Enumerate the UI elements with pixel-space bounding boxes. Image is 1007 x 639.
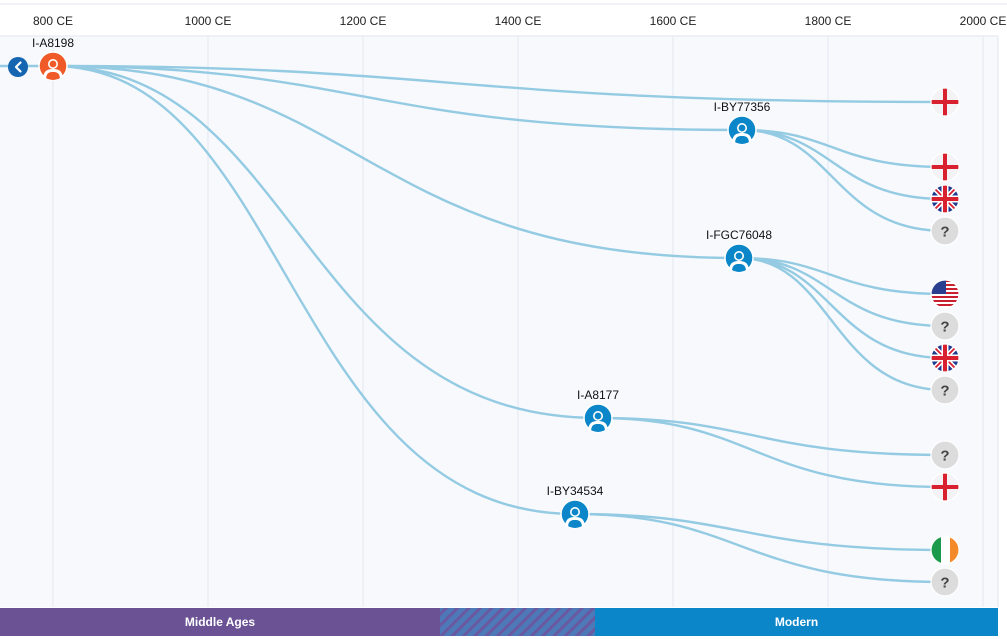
england-flag-icon[interactable] bbox=[930, 472, 960, 502]
node-label: I-FGC76048 bbox=[706, 228, 772, 242]
uk-flag-icon[interactable] bbox=[930, 184, 960, 214]
tree-branch bbox=[573, 512, 947, 552]
tree-branch bbox=[573, 512, 947, 584]
unknown-label: ? bbox=[940, 383, 949, 400]
axis-tick-label: 2000 CE bbox=[960, 14, 1007, 28]
tree-branch bbox=[737, 256, 947, 328]
person-icon bbox=[588, 411, 608, 432]
axis-tick-label: 1400 CE bbox=[495, 14, 542, 28]
unknown-icon[interactable]: ? bbox=[930, 216, 960, 246]
node-root[interactable]: I-A8198 bbox=[32, 36, 74, 81]
person-icon bbox=[729, 251, 749, 272]
node-by34534[interactable]: I-BY34534 bbox=[547, 484, 604, 529]
node-label: I-A8177 bbox=[577, 388, 619, 402]
back-button[interactable] bbox=[8, 57, 28, 77]
era-label: Middle Ages bbox=[185, 615, 256, 629]
tree-branch bbox=[51, 64, 600, 420]
unknown-label: ? bbox=[940, 575, 949, 592]
node-label: I-BY77356 bbox=[714, 100, 771, 114]
axis-tick-label: 1800 CE bbox=[805, 14, 852, 28]
uk-flag-icon[interactable] bbox=[930, 343, 960, 373]
person-icon bbox=[43, 59, 63, 80]
era-label: Modern bbox=[775, 615, 818, 629]
node-a8177[interactable]: I-A8177 bbox=[577, 388, 619, 433]
tree-branch bbox=[737, 256, 947, 392]
era-middle-ages: Middle Ages bbox=[0, 608, 440, 636]
england-flag-icon[interactable] bbox=[930, 152, 960, 182]
axis-tick-label: 1600 CE bbox=[650, 14, 697, 28]
axis-tick-label: 1000 CE bbox=[185, 14, 232, 28]
tree-branch bbox=[51, 64, 947, 104]
tree-branch bbox=[51, 64, 744, 132]
tree-branch bbox=[737, 256, 947, 360]
ireland-flag-icon[interactable] bbox=[930, 535, 960, 565]
node-label: I-BY34534 bbox=[547, 484, 604, 498]
unknown-icon[interactable]: ? bbox=[930, 375, 960, 405]
node-label: I-A8198 bbox=[32, 36, 74, 50]
tree-branch bbox=[740, 128, 947, 233]
chevron-left-icon bbox=[14, 61, 22, 73]
unknown-label: ? bbox=[940, 448, 949, 465]
unknown-icon[interactable]: ? bbox=[930, 311, 960, 341]
tree-branch bbox=[737, 256, 947, 296]
tree-branch bbox=[596, 416, 947, 489]
era-modern: Modern bbox=[595, 608, 998, 636]
unknown-label: ? bbox=[940, 224, 949, 241]
node-by77356[interactable]: I-BY77356 bbox=[714, 100, 771, 145]
tree-branch bbox=[596, 416, 947, 457]
england-flag-icon[interactable] bbox=[930, 87, 960, 117]
axis-tick-label: 1200 CE bbox=[340, 14, 387, 28]
era-transition bbox=[440, 608, 595, 636]
tree-branch bbox=[51, 64, 741, 260]
unknown-icon[interactable]: ? bbox=[930, 567, 960, 597]
tree-branch bbox=[740, 128, 947, 169]
unknown-label: ? bbox=[940, 319, 949, 336]
tree-branch bbox=[51, 64, 577, 516]
usa-flag-icon[interactable] bbox=[930, 279, 960, 309]
tree-branch bbox=[740, 128, 947, 201]
node-fgc76048[interactable]: I-FGC76048 bbox=[706, 228, 772, 273]
unknown-icon[interactable]: ? bbox=[930, 440, 960, 470]
person-icon bbox=[732, 123, 752, 144]
person-icon bbox=[565, 507, 585, 528]
axis-tick-label: 800 CE bbox=[33, 14, 73, 28]
